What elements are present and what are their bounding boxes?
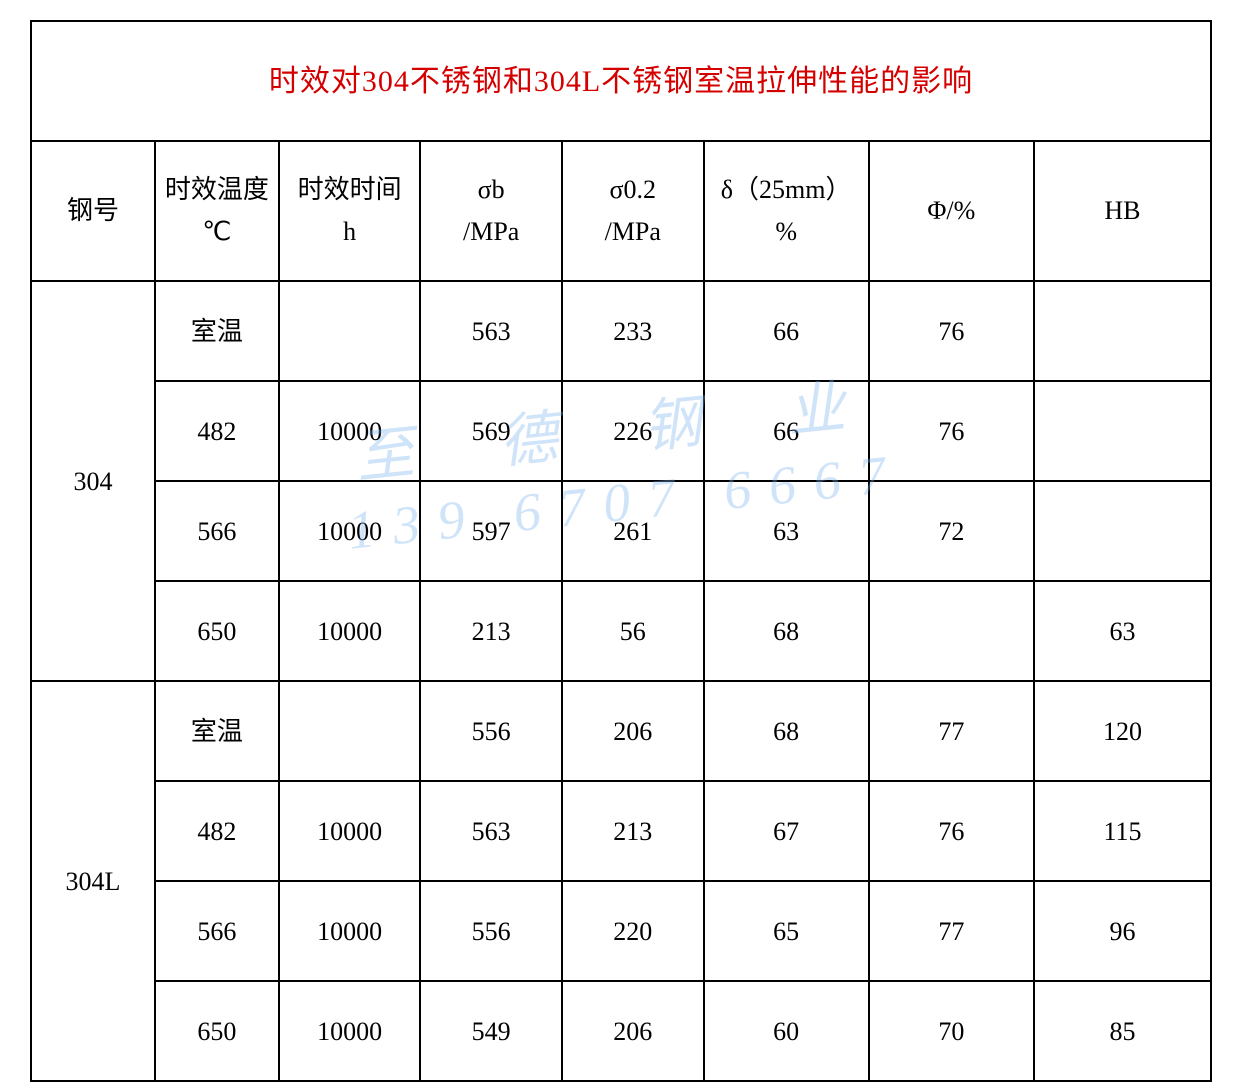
cell-temp: 566 [155,481,279,581]
cell-delta: 67 [704,781,869,881]
cell-hb: 120 [1034,681,1211,781]
col-header-unit: /MPa [463,217,519,246]
col-header-sigma-b: σb /MPa [420,141,562,281]
table-row: 566 10000 597 261 63 72 [31,481,1211,581]
col-header-unit: ℃ [202,217,231,246]
col-header-sigma-02: σ0.2 /MPa [562,141,704,281]
col-header-label: σ0.2 [610,175,657,204]
col-header-temp: 时效温度 ℃ [155,141,279,281]
cell-hb [1034,481,1211,581]
cell-temp: 650 [155,981,279,1081]
cell-hb: 85 [1034,981,1211,1081]
cell-temp: 室温 [155,681,279,781]
cell-phi: 72 [869,481,1034,581]
table-header-row: 钢号 时效温度 ℃ 时效时间 h σb /MPa σ0.2 /MPa δ（25m… [31,141,1211,281]
cell-hb [1034,281,1211,381]
cell-time: 10000 [279,481,421,581]
cell-s02: 226 [562,381,704,481]
table-row: 566 10000 556 220 65 77 96 [31,881,1211,981]
cell-steel-grade: 304L [31,681,155,1081]
col-header-unit: /MPa [605,217,661,246]
cell-s02: 206 [562,681,704,781]
cell-delta: 66 [704,381,869,481]
cell-temp: 482 [155,781,279,881]
cell-delta: 68 [704,681,869,781]
col-header-delta: δ（25mm） % [704,141,869,281]
col-header-label: 时效温度 [165,175,269,204]
col-header-steel: 钢号 [31,141,155,281]
cell-s02: 213 [562,781,704,881]
cell-s02: 261 [562,481,704,581]
table-title: 时效对304不锈钢和304L不锈钢室温拉伸性能的影响 [31,21,1211,141]
table-row: 482 10000 563 213 67 76 115 [31,781,1211,881]
table-row: 304 室温 563 233 66 76 [31,281,1211,381]
col-header-phi: Φ/% [869,141,1034,281]
cell-phi: 76 [869,381,1034,481]
col-header-time: 时效时间 h [279,141,421,281]
cell-phi: 77 [869,881,1034,981]
cell-sb: 549 [420,981,562,1081]
col-header-unit: h [343,217,356,246]
cell-delta: 66 [704,281,869,381]
cell-hb: 63 [1034,581,1211,681]
cell-delta: 63 [704,481,869,581]
cell-sb: 569 [420,381,562,481]
col-header-label: HB [1104,196,1140,225]
cell-temp: 566 [155,881,279,981]
cell-time [279,681,421,781]
cell-time [279,281,421,381]
cell-phi: 76 [869,281,1034,381]
cell-phi [869,581,1034,681]
cell-hb: 96 [1034,881,1211,981]
cell-sb: 563 [420,781,562,881]
col-header-unit: % [775,217,797,246]
cell-s02: 233 [562,281,704,381]
table-container: 时效对304不锈钢和304L不锈钢室温拉伸性能的影响 钢号 时效温度 ℃ 时效时… [0,0,1242,1082]
cell-phi: 77 [869,681,1034,781]
cell-s02: 206 [562,981,704,1081]
cell-time: 10000 [279,581,421,681]
cell-time: 10000 [279,381,421,481]
cell-sb: 563 [420,281,562,381]
cell-hb: 115 [1034,781,1211,881]
cell-s02: 56 [562,581,704,681]
cell-hb [1034,381,1211,481]
col-header-label: σb [478,175,505,204]
cell-temp: 室温 [155,281,279,381]
cell-sb: 213 [420,581,562,681]
table-row: 304L 室温 556 206 68 77 120 [31,681,1211,781]
cell-time: 10000 [279,881,421,981]
steel-properties-table: 时效对304不锈钢和304L不锈钢室温拉伸性能的影响 钢号 时效温度 ℃ 时效时… [30,20,1212,1082]
table-row: 650 10000 549 206 60 70 85 [31,981,1211,1081]
col-header-label: Φ/% [927,196,975,225]
table-row: 650 10000 213 56 68 63 [31,581,1211,681]
cell-delta: 65 [704,881,869,981]
cell-delta: 60 [704,981,869,1081]
cell-time: 10000 [279,981,421,1081]
cell-temp: 482 [155,381,279,481]
cell-temp: 650 [155,581,279,681]
col-header-hb: HB [1034,141,1211,281]
table-row: 482 10000 569 226 66 76 [31,381,1211,481]
cell-phi: 76 [869,781,1034,881]
cell-time: 10000 [279,781,421,881]
cell-steel-grade: 304 [31,281,155,681]
cell-sb: 556 [420,881,562,981]
cell-s02: 220 [562,881,704,981]
col-header-label: δ（25mm） [721,175,852,204]
cell-sb: 556 [420,681,562,781]
cell-sb: 597 [420,481,562,581]
cell-phi: 70 [869,981,1034,1081]
col-header-label: 钢号 [67,196,119,225]
table-title-row: 时效对304不锈钢和304L不锈钢室温拉伸性能的影响 [31,21,1211,141]
cell-delta: 68 [704,581,869,681]
col-header-label: 时效时间 [298,175,402,204]
